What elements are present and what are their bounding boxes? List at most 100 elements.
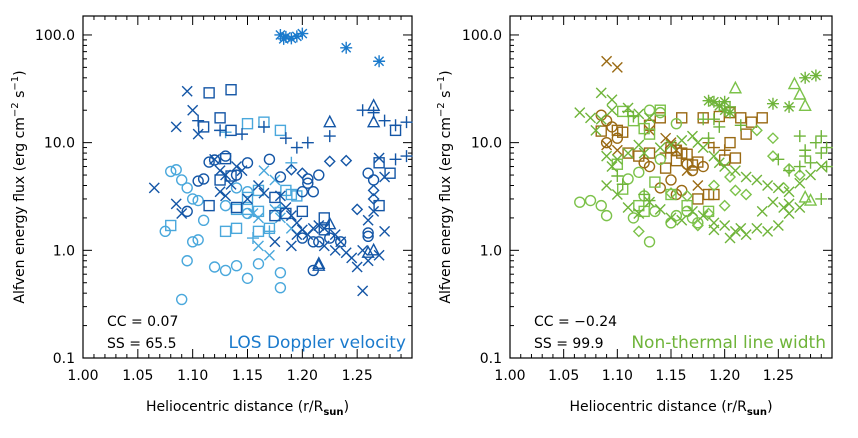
cross-point [611, 61, 623, 73]
asterisk-point [373, 55, 386, 68]
circle-point [175, 293, 188, 306]
diamond-point [740, 188, 753, 201]
cross-point [778, 201, 790, 213]
asterisk-point [340, 41, 353, 54]
square-point [241, 191, 254, 204]
cross-point [665, 212, 677, 224]
ss-stat: SS = 99.9 [534, 336, 604, 352]
circle-point [307, 236, 319, 248]
y-tick-label: 10.0 [471, 136, 502, 152]
circle-point [665, 174, 677, 186]
square-point [214, 174, 226, 186]
plus-point [713, 120, 726, 133]
plus-point [616, 178, 629, 191]
circle-point [367, 174, 380, 186]
cross-point [368, 205, 380, 217]
cross-point [611, 144, 623, 156]
plus-point [301, 136, 314, 149]
circle-point [274, 281, 287, 294]
circle-point [600, 209, 613, 222]
square-point [649, 176, 661, 188]
asterisk-point [809, 69, 822, 82]
plus-point [707, 141, 720, 154]
cross-point [351, 261, 363, 273]
square-point [676, 112, 688, 124]
square-point [654, 104, 666, 116]
x-tick-label: 1.25 [342, 368, 373, 384]
cross-point [611, 153, 623, 165]
circle-point [192, 175, 204, 187]
data-points [148, 27, 413, 306]
circle-point [252, 258, 265, 270]
cross-point [176, 207, 188, 219]
x-tick-label: 1.10 [602, 368, 633, 384]
cross-point [373, 249, 385, 261]
circle-point [230, 259, 243, 272]
plus-point [389, 153, 402, 166]
cross-point [644, 112, 656, 124]
square-point [373, 157, 385, 169]
plus-point [389, 119, 402, 132]
plus-point [799, 150, 812, 163]
x-tick-label: 1.20 [709, 368, 740, 384]
cross-point [772, 220, 784, 232]
plus-point [400, 150, 413, 163]
x-axis-label: Heliocentric distance (r/Rsun) [146, 399, 349, 418]
plus-point [820, 160, 833, 173]
square-point [230, 222, 243, 235]
cross-point [590, 124, 602, 136]
cross-point [252, 212, 264, 224]
circle-point [643, 160, 656, 173]
cross-point [654, 203, 666, 215]
circle-point [219, 264, 232, 277]
circle-point [230, 182, 243, 194]
cross-point [601, 139, 613, 151]
cross-point [767, 196, 779, 208]
plus-point [622, 105, 635, 118]
circle-point [165, 165, 177, 178]
asterisk-point [285, 32, 298, 45]
square-point [638, 205, 650, 218]
plus-point [400, 116, 413, 129]
y-tick-label: 0.1 [53, 351, 75, 367]
x-tick-label: 1.00 [67, 368, 98, 384]
cross-point [756, 205, 768, 217]
circle-point [186, 193, 199, 205]
cross-point [252, 179, 264, 191]
triangle-point [366, 242, 381, 256]
circle-point [665, 217, 677, 229]
cross-point [681, 165, 693, 177]
y-tick-label: 0.1 [480, 351, 502, 367]
cross-point [585, 112, 596, 124]
cross-point [252, 240, 264, 252]
square-point [708, 188, 720, 201]
plus-point [236, 128, 249, 141]
triangle-point [323, 216, 337, 230]
circle-point [181, 255, 193, 267]
panel-annotation: LOS Doppler velocity [228, 333, 406, 353]
cross-point [373, 152, 385, 164]
circle-point [192, 234, 204, 246]
plus-point [257, 120, 270, 133]
diamond-point [750, 124, 763, 137]
cross-point [236, 165, 248, 177]
diamond-point [766, 132, 779, 145]
circle-point [296, 232, 309, 244]
cross-point [665, 139, 677, 151]
cross-point [225, 178, 237, 190]
square-point [225, 84, 237, 96]
circle-point [692, 217, 704, 229]
cross-point [676, 214, 688, 226]
circle-point [622, 173, 634, 185]
square-point [756, 112, 768, 124]
y-tick-label: 100.0 [35, 28, 75, 44]
diamond-point [766, 150, 779, 163]
triangle-point [366, 114, 381, 128]
x-axis-label: Heliocentric distance (r/Rsun) [569, 399, 772, 418]
square-point [165, 219, 177, 232]
cross-point [729, 225, 741, 237]
cross-point [729, 165, 741, 177]
diamond-point [351, 203, 364, 216]
plus-point [772, 153, 785, 166]
triangle-point [361, 245, 375, 258]
